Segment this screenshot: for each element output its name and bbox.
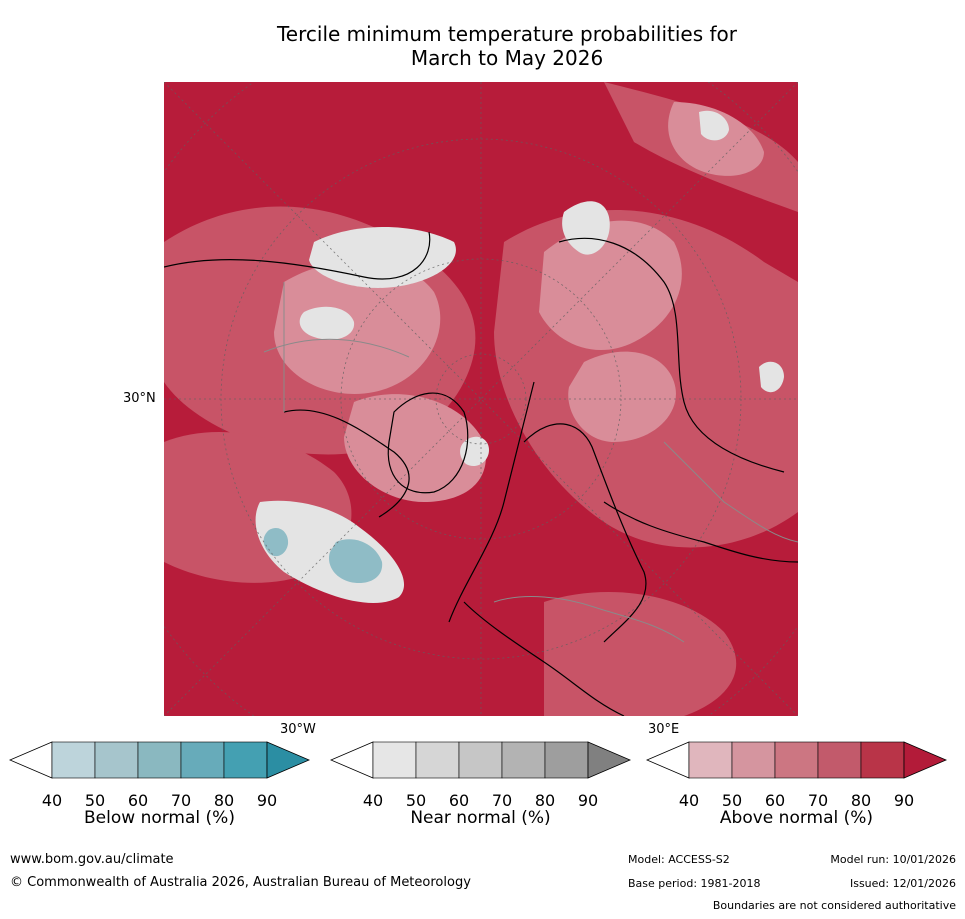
base-period: Base period: 1981-2018 (628, 877, 761, 890)
colorbar-tick-label: 60 (764, 791, 786, 810)
legend-above-normal: 40 50 60 70 80 90 Above normal (%) (645, 741, 948, 828)
probability-map (164, 82, 798, 716)
colorbar-tick-label: 70 (807, 791, 829, 810)
colorbar-segment (223, 741, 268, 779)
lat-label-30n: 30°N (123, 391, 156, 406)
colorbar-tick-label: 40 (678, 791, 700, 810)
colorbar-extend-low (8, 741, 53, 779)
colorbar-extend-low (329, 741, 374, 779)
legend-title: Above normal (%) (719, 808, 874, 828)
website-link[interactable]: www.bom.gov.au/climate (10, 852, 174, 867)
colorbar (645, 741, 948, 779)
colorbar-tick-label: 80 (534, 791, 556, 810)
colorbar (329, 741, 632, 779)
colorbar-tick-label: 90 (893, 791, 915, 810)
colorbar-tick-label: 50 (405, 791, 427, 810)
colorbar-segment (731, 741, 776, 779)
boundaries-disclaimer: Boundaries are not considered authoritat… (712, 899, 956, 912)
colorbar-extend-high (903, 741, 948, 779)
colorbar-segment (458, 741, 503, 779)
colorbar-tick-label: 80 (850, 791, 872, 810)
borders (263, 282, 798, 643)
lon-label-30w: 30°W (280, 722, 316, 737)
above-normal-low-regions (274, 102, 764, 502)
colorbar-tick-label: 90 (577, 791, 599, 810)
colorbar-segment (688, 741, 733, 779)
colorbar-ticks: 40 50 60 70 80 90 (10, 791, 309, 811)
colorbar-tick-label: 70 (170, 791, 192, 810)
colorbar-segment (180, 741, 225, 779)
colorbar-segment (51, 741, 96, 779)
colorbar-segment (94, 741, 139, 779)
legend-below-normal: 40 50 60 70 80 90 Below normal (%) (8, 741, 311, 828)
colorbar-extend-low (645, 741, 690, 779)
colorbar-extend-high (266, 741, 311, 779)
model-name: Model: ACCESS-S2 (628, 853, 730, 866)
colorbar-segment (137, 741, 182, 779)
colorbar-ticks: 40 50 60 70 80 90 (647, 791, 946, 811)
colorbar-tick-label: 50 (721, 791, 743, 810)
title-line-1: Tercile minimum temperature probabilitie… (276, 22, 738, 46)
coastlines (164, 231, 798, 716)
issued-date: Issued: 12/01/2026 (849, 877, 956, 890)
title-line-2: March to May 2026 (410, 46, 604, 70)
colorbar-tick-label: 60 (448, 791, 470, 810)
colorbar-segment (544, 741, 589, 779)
colorbar-tick-label: 90 (256, 791, 278, 810)
model-run: Model run: 10/01/2026 (830, 853, 956, 866)
map-title: Tercile minimum temperature probabilitie… (162, 22, 852, 70)
colorbar-segment (501, 741, 546, 779)
colorbar-tick-label: 40 (41, 791, 63, 810)
lon-label-30e: 30°E (648, 722, 680, 737)
graticule (164, 82, 798, 716)
colorbar-segment (774, 741, 819, 779)
colorbar-segment (372, 741, 417, 779)
legend-near-normal: 40 50 60 70 80 90 Near normal (%) (329, 741, 632, 828)
colorbar-ticks: 40 50 60 70 80 90 (331, 791, 630, 811)
colorbar-segment (817, 741, 862, 779)
below-normal-regions (263, 527, 383, 584)
colorbar-tick-label: 80 (213, 791, 235, 810)
legend-title: Below normal (%) (84, 808, 235, 828)
colorbar-extend-high (587, 741, 632, 779)
colorbar-tick-label: 60 (127, 791, 149, 810)
map-canvas (164, 82, 798, 716)
colorbar (8, 741, 311, 779)
colorbar-tick-label: 40 (362, 791, 384, 810)
colorbar-tick-label: 50 (84, 791, 106, 810)
colorbar-segment (860, 741, 905, 779)
colorbar-tick-label: 70 (491, 791, 513, 810)
colorbar-segment (415, 741, 460, 779)
legend-title: Near normal (%) (410, 808, 551, 828)
copyright-text: © Commonwealth of Australia 2026, Austra… (10, 875, 471, 890)
